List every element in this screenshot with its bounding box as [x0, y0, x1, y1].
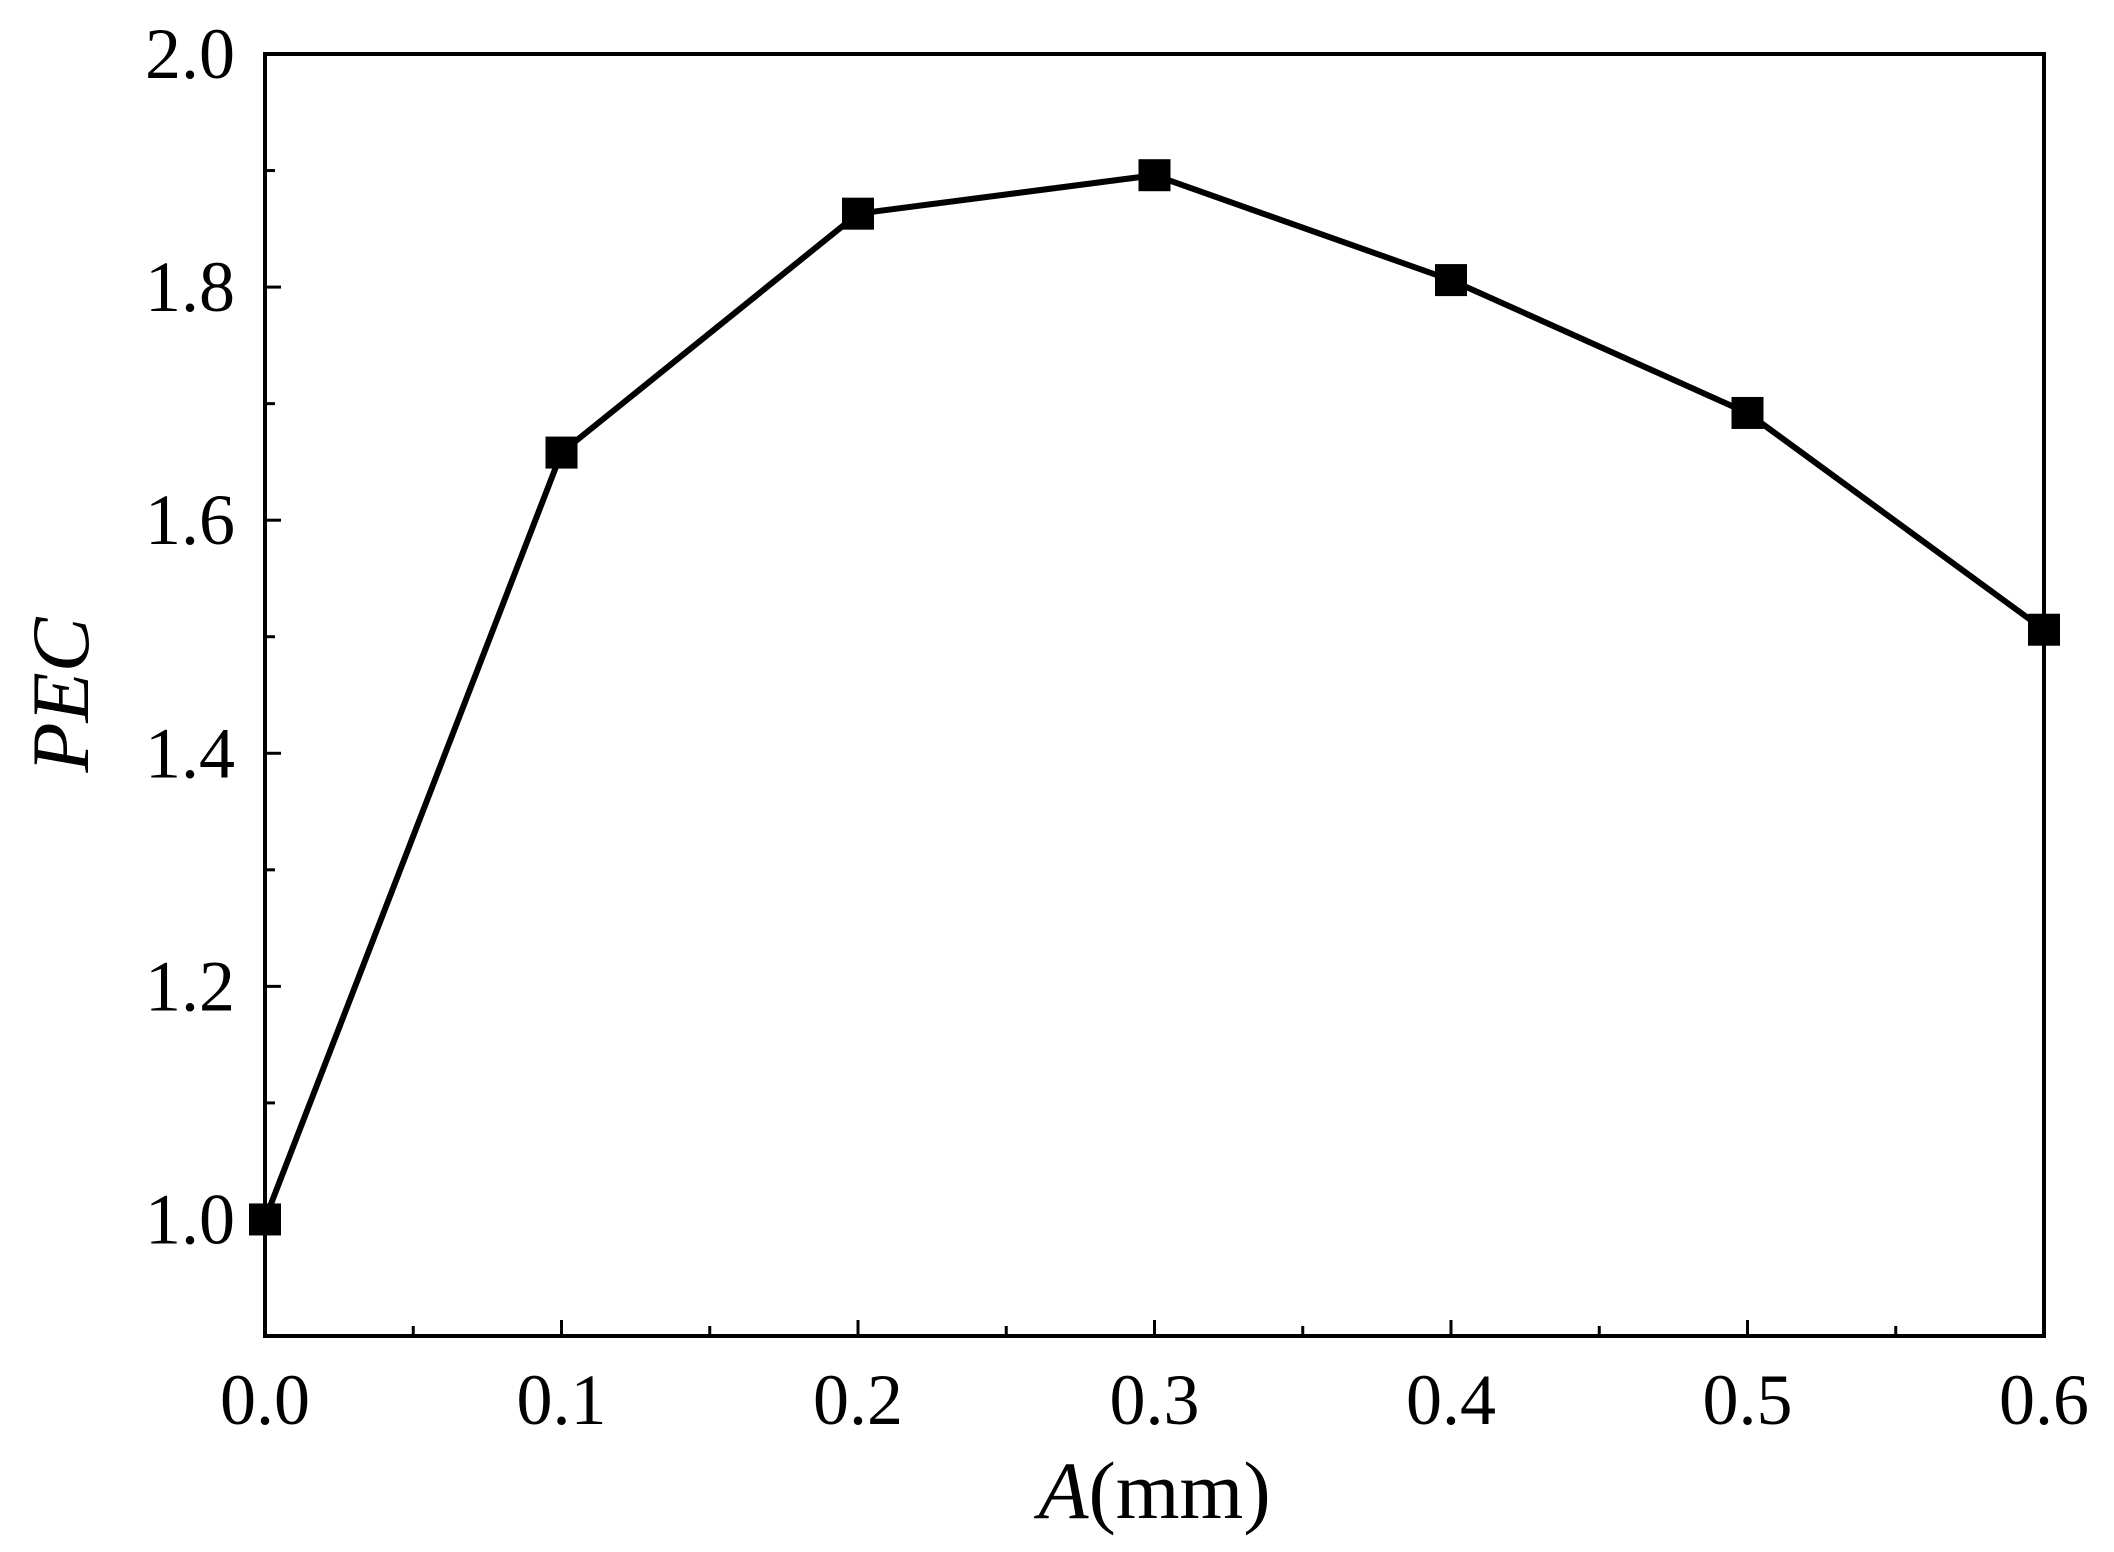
data-point-marker — [1138, 159, 1171, 192]
data-point-marker — [842, 197, 874, 230]
labels-layer: 1.0 1.2 1.4 1.6 1.8 2.0 0.0 0.1 0.2 0.3 0.4 0.5 0.6 — [145, 14, 2089, 1440]
data-point-marker — [1731, 396, 1764, 429]
plot-frame — [263, 52, 2046, 1338]
y-tick-label: 1.0 — [145, 1179, 235, 1259]
series-layer — [262, 172, 2046, 1221]
y-tick-label: 1.6 — [145, 480, 235, 560]
y-tick-label: 2.0 — [145, 14, 235, 94]
y-tick-label: 1.4 — [145, 713, 235, 793]
data-point-marker — [545, 436, 578, 469]
x-axis-symbol: A — [1033, 1445, 1089, 1536]
ticks-layer — [263, 52, 2046, 1338]
x-tick-label: 0.4 — [1406, 1360, 1496, 1440]
x-axis-unit: (mm) — [1088, 1445, 1270, 1536]
markers-layer — [249, 159, 2060, 1236]
x-tick-label: 0.2 — [813, 1360, 903, 1440]
x-axis-title: A(mm) — [1033, 1445, 1270, 1536]
series-line — [262, 172, 2046, 1221]
x-tick-label: 0.1 — [517, 1360, 607, 1440]
data-point-marker — [1435, 264, 1467, 297]
x-tick-label: 0.3 — [1110, 1360, 1200, 1440]
x-tick-label: 0.6 — [1999, 1360, 2089, 1440]
x-tick-label: 0.0 — [220, 1360, 310, 1440]
y-axis-title: PEC — [15, 616, 106, 773]
x-tick-label: 0.5 — [1703, 1360, 1793, 1440]
y-tick-label: 1.2 — [145, 946, 235, 1026]
y-tick-label: 1.8 — [145, 247, 235, 327]
